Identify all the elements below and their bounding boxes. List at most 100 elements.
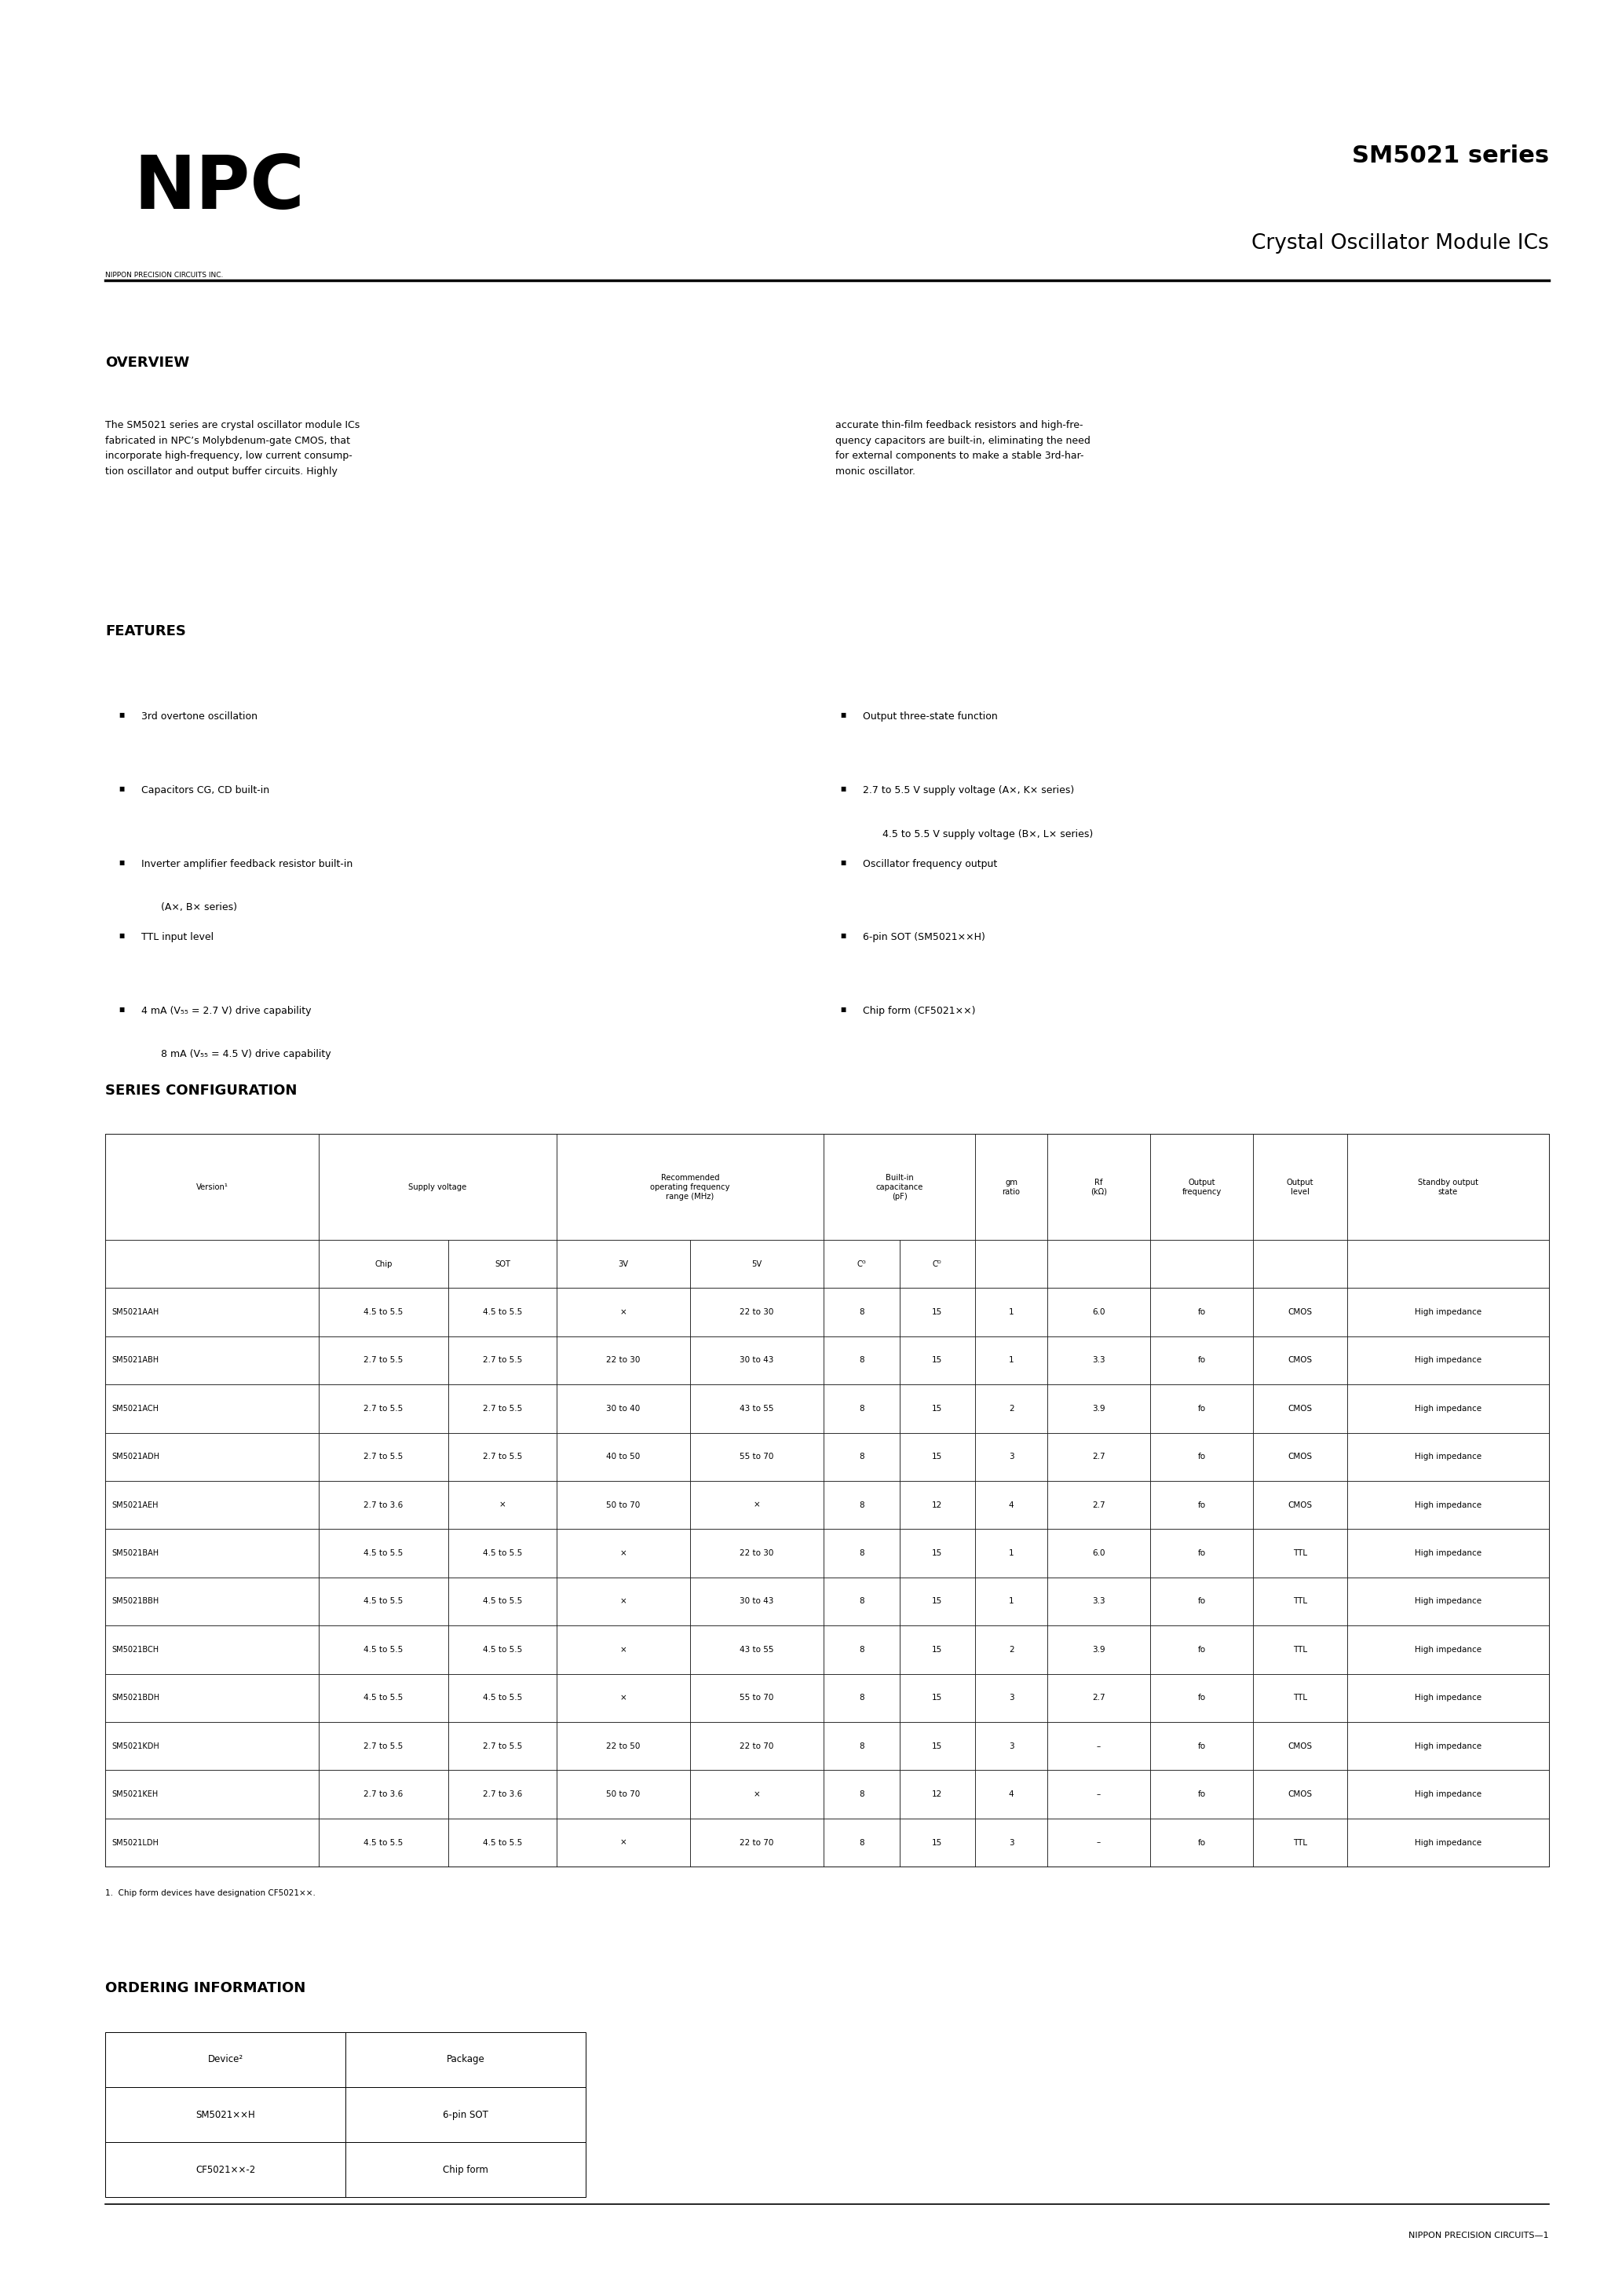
Text: 4: 4 [1009,1791,1014,1798]
Bar [105,2142,345,2197]
Text: Cᴳ: Cᴳ [856,1261,866,1267]
Bar [105,1134,1549,1867]
Text: ■: ■ [118,785,125,792]
Bar [1150,1529,1254,1577]
Bar [1048,1384,1150,1433]
Bar [1346,1433,1549,1481]
Text: 8: 8 [860,1502,865,1508]
Bar [1150,1288,1254,1336]
Text: SM5021AEH: SM5021AEH [112,1502,159,1508]
Text: 22 to 30: 22 to 30 [607,1357,641,1364]
Bar [899,1626,975,1674]
Text: SM5021BCH: SM5021BCH [112,1646,159,1653]
Text: Capacitors CG, CD built-in: Capacitors CG, CD built-in [141,785,269,794]
Bar [345,2087,586,2142]
Text: ■: ■ [840,1006,847,1013]
Text: fo: fo [1197,1309,1205,1316]
Text: 15: 15 [933,1453,942,1460]
Text: 2.7 to 5.5: 2.7 to 5.5 [483,1453,522,1460]
Text: TTL: TTL [1293,1550,1307,1557]
Text: Chip: Chip [375,1261,393,1267]
Text: 15: 15 [933,1550,942,1557]
Bar [1254,1577,1346,1626]
Bar [899,1240,975,1288]
Text: 8: 8 [860,1405,865,1412]
Text: 6-pin SOT (SM5021××H): 6-pin SOT (SM5021××H) [863,932,985,941]
Text: 15: 15 [933,1598,942,1605]
Text: High impedance: High impedance [1414,1839,1481,1846]
Text: CMOS: CMOS [1288,1743,1312,1750]
Text: 22 to 50: 22 to 50 [607,1743,641,1750]
Bar [1150,1722,1254,1770]
Bar [1254,1481,1346,1529]
Bar [318,1240,448,1288]
Text: 4.5 to 5.5: 4.5 to 5.5 [363,1550,402,1557]
Text: 1: 1 [1009,1598,1014,1605]
Bar [1048,1626,1150,1674]
Text: ■: ■ [840,859,847,866]
Bar [1048,1722,1150,1770]
Bar [1048,1577,1150,1626]
Bar [689,1288,824,1336]
Text: ■: ■ [840,932,847,939]
Text: 8: 8 [860,1791,865,1798]
Text: 4.5 to 5.5: 4.5 to 5.5 [483,1839,522,1846]
Text: High impedance: High impedance [1414,1405,1481,1412]
Bar [318,1770,448,1818]
Text: 50 to 70: 50 to 70 [607,1502,641,1508]
Text: 15: 15 [933,1743,942,1750]
Bar [556,1674,689,1722]
Text: 8: 8 [860,1646,865,1653]
Bar [1150,1770,1254,1818]
Bar [1048,1134,1150,1240]
Text: 15: 15 [933,1694,942,1701]
Bar [105,1288,318,1336]
Bar [1346,1674,1549,1722]
Bar [448,1384,556,1433]
Bar [556,1240,689,1288]
Text: 3: 3 [1009,1743,1014,1750]
Bar [824,1626,899,1674]
Text: 30 to 43: 30 to 43 [740,1357,774,1364]
Bar [824,1288,899,1336]
Bar [1254,1240,1346,1288]
Text: OVERVIEW: OVERVIEW [105,356,190,370]
Text: 1: 1 [1009,1550,1014,1557]
Text: fo: fo [1197,1550,1205,1557]
Bar [1346,1626,1549,1674]
Bar [1150,1626,1254,1674]
Text: CMOS: CMOS [1288,1502,1312,1508]
Text: –: – [1096,1839,1101,1846]
Bar [824,1384,899,1433]
Text: ■: ■ [840,712,847,719]
Bar [824,1336,899,1384]
Text: 2.7 to 5.5: 2.7 to 5.5 [363,1743,402,1750]
Bar [975,1288,1048,1336]
Text: 40 to 50: 40 to 50 [607,1453,641,1460]
Text: SM5021KDH: SM5021KDH [112,1743,159,1750]
Bar [899,1288,975,1336]
Text: 3.9: 3.9 [1092,1646,1105,1653]
Bar [556,1134,824,1240]
Bar [1150,1818,1254,1867]
Bar [318,1674,448,1722]
Bar [1346,1481,1549,1529]
Bar [689,1433,824,1481]
Bar [556,1384,689,1433]
Text: fo: fo [1197,1598,1205,1605]
Bar [448,1240,556,1288]
Text: 2.7 to 3.6: 2.7 to 3.6 [363,1502,402,1508]
Text: TTL: TTL [1293,1646,1307,1653]
Bar [1254,1722,1346,1770]
Text: Oscillator frequency output: Oscillator frequency output [863,859,998,868]
Text: 4: 4 [1009,1502,1014,1508]
Text: ORDERING INFORMATION: ORDERING INFORMATION [105,1981,307,1995]
Text: ×: × [753,1502,761,1508]
Text: TTL input level: TTL input level [141,932,214,941]
Text: Supply voltage: Supply voltage [409,1182,467,1192]
Text: SOT: SOT [495,1261,511,1267]
Text: 15: 15 [933,1309,942,1316]
Text: 5V: 5V [751,1261,762,1267]
Bar [689,1336,824,1384]
Text: 6-pin SOT: 6-pin SOT [443,2110,488,2119]
